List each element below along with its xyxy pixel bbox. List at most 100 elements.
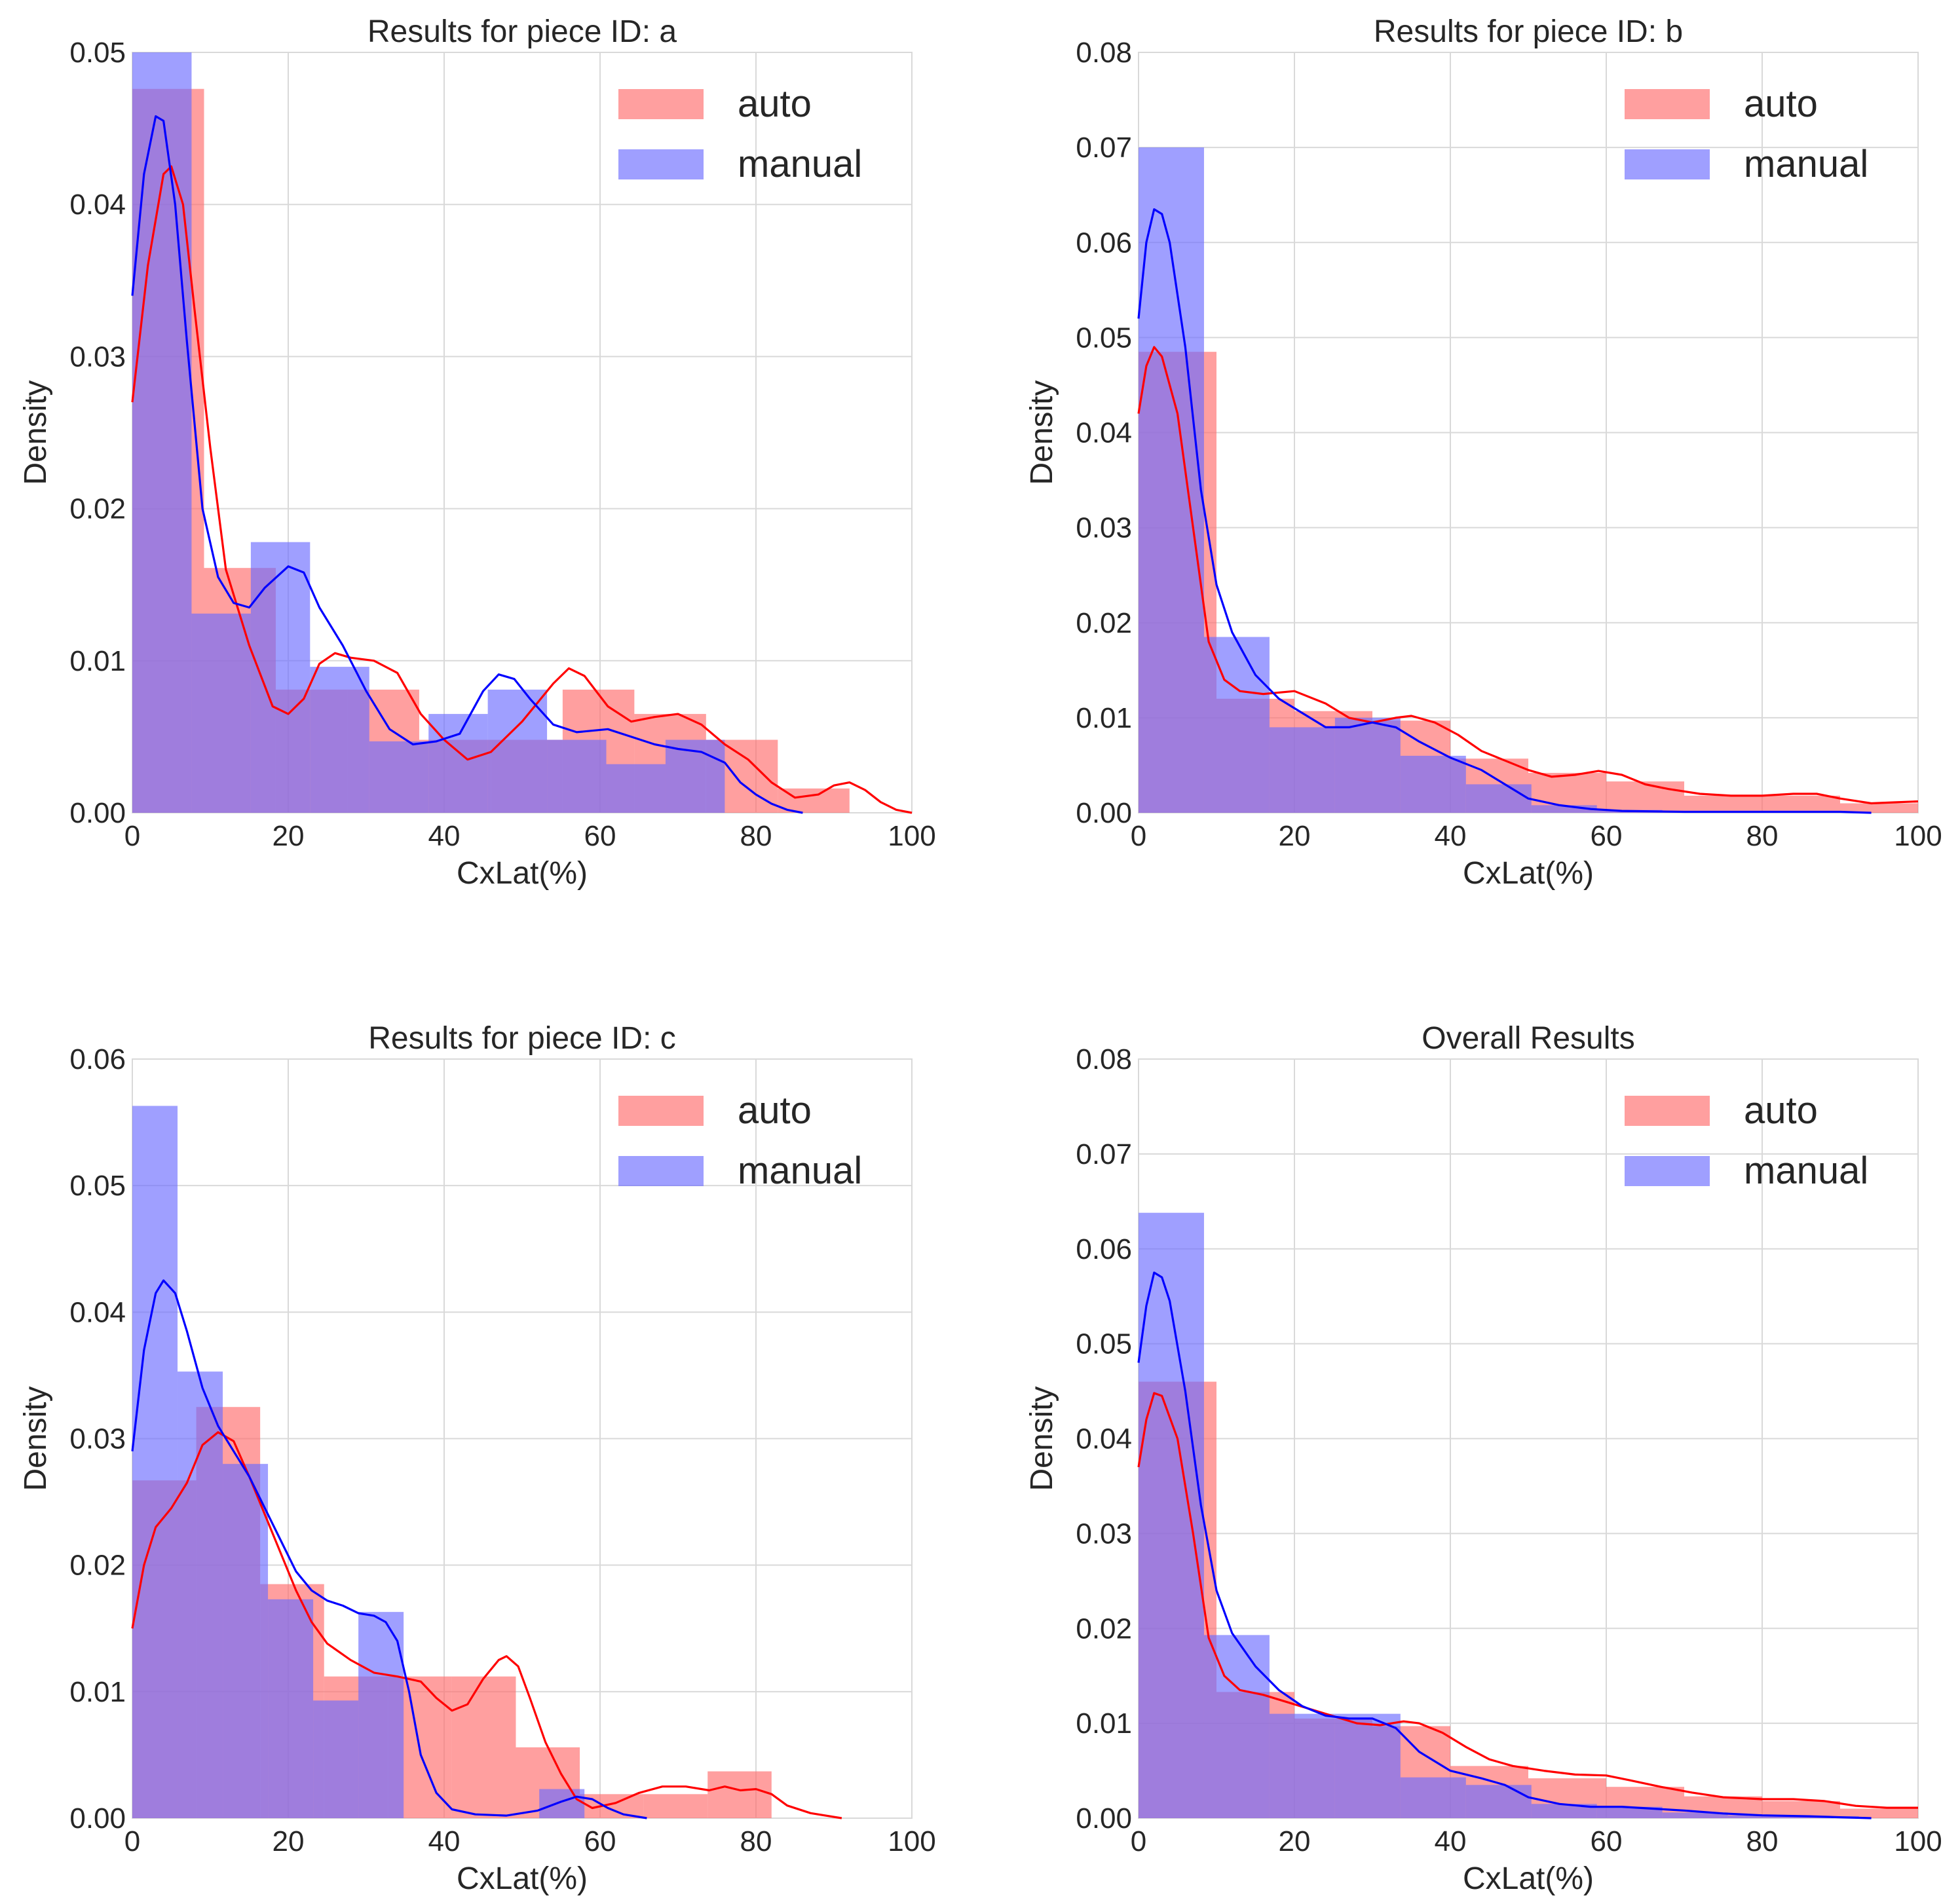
panel-overall-manual-bar	[1269, 1713, 1335, 1818]
panel-b-manual-bar	[1269, 727, 1335, 813]
panel-b-legend-swatch-auto	[1625, 89, 1710, 119]
panel-overall-legend-swatch-auto	[1625, 1096, 1710, 1126]
panel-c-manual-bar	[313, 1700, 359, 1818]
panel-c-auto-bar	[643, 1794, 708, 1818]
panel-c-manual-bar	[223, 1464, 269, 1818]
panel-b-x-tick-label: 100	[1894, 820, 1942, 852]
panel-c-manual-kde-line	[131, 1279, 647, 1819]
panel-a-manual-bar	[487, 689, 548, 813]
panel-overall-y-tick-label: 0.02	[1076, 1613, 1132, 1645]
panel-a-x-tick-label: 20	[273, 820, 305, 852]
panel-b-auto-bar	[1840, 803, 1918, 813]
panel-overall-x-tick-label: 40	[1435, 1825, 1467, 1857]
panel-overall-y-tick-label: 0.03	[1076, 1518, 1132, 1550]
panel-overall-x-tick-label: 100	[1894, 1825, 1942, 1857]
panel-a-manual-bar	[606, 764, 666, 813]
panel-c-y-tick-label: 0.02	[69, 1550, 126, 1582]
panel-c-manual-bar	[539, 1789, 585, 1818]
panel-overall-legend: auto manual	[1625, 1089, 1868, 1192]
panel-b-legend-swatch-manual	[1625, 149, 1710, 179]
panel-b-legend-label-auto: auto	[1744, 83, 1818, 125]
panel-c-x-tick-label: 100	[888, 1825, 935, 1857]
panel-a-manual-bar	[369, 741, 429, 813]
panel-b-y-tick-label: 0.07	[1076, 132, 1132, 164]
panel-a-manual-bar	[310, 667, 369, 813]
panel-b-manual-bar	[1334, 717, 1401, 813]
panel-overall-y-tick-label: 0.06	[1076, 1233, 1132, 1265]
panel-c: 0 20 40 60 80 100 0.00 0.01 0.02 0.03 0.04 0.05 0.06…	[18, 1021, 936, 1896]
panel-c-legend: auto manual	[618, 1089, 862, 1192]
panel-a-legend-swatch-manual	[618, 149, 704, 179]
panel-overall-x-tick-label: 60	[1591, 1825, 1623, 1857]
panel-c-x-tick-label: 0	[124, 1825, 140, 1857]
panel-overall-auto-kde-line	[1137, 1392, 1918, 1809]
panel-a-y-tick-label: 0.00	[69, 797, 126, 829]
panel-b-x-tick-label: 0	[1131, 820, 1146, 852]
panel-a: 0 20 40 60 80 100 0.00 0.01 0.02 0.03 0.04 0.05 Resu…	[18, 14, 936, 891]
panel-b-auto-kde-line	[1137, 346, 1919, 805]
panel-a-y-tick-label: 0.01	[69, 645, 126, 677]
panel-b-x-tick-label: 60	[1591, 820, 1623, 852]
panel-c-legend-swatch-manual	[618, 1156, 704, 1186]
panel-a-manual-kde-line	[131, 115, 803, 814]
panel-overall-manual-bar	[1531, 1804, 1597, 1818]
panel-overall-title: Overall Results	[1422, 1021, 1634, 1056]
panel-a-manual-bar	[428, 714, 488, 813]
panel-b-auto-bar	[1606, 781, 1684, 813]
panel-a-y-tick-label: 0.03	[69, 341, 126, 373]
panel-c-title: Results for piece ID: c	[368, 1021, 676, 1056]
panel-b-x-tick-label: 80	[1746, 820, 1779, 852]
panel-c-auto-bar	[707, 1771, 772, 1818]
panel-a-y-tick-label: 0.05	[69, 37, 126, 69]
panel-overall-x-tick-label: 0	[1131, 1825, 1146, 1857]
panel-overall-auto-bar	[1840, 1808, 1918, 1818]
panel-b-legend-label-manual: manual	[1744, 143, 1868, 185]
panel-a-legend-swatch-auto	[618, 89, 704, 119]
panel-a-y-axis-label: Density	[18, 380, 53, 485]
panel-a-x-tick-label: 100	[888, 820, 935, 852]
panel-a-y-tick-label: 0.02	[69, 493, 126, 525]
panel-c-y-tick-label: 0.03	[69, 1423, 126, 1455]
panel-b-y-tick-label: 0.04	[1076, 417, 1132, 449]
panel-overall-x-tick-label: 20	[1279, 1825, 1311, 1857]
panel-overall-y-tick-label: 0.04	[1076, 1423, 1132, 1455]
panel-a-y-tick-label: 0.04	[69, 189, 126, 221]
panel-b-y-tick-label: 0.06	[1076, 227, 1132, 259]
panel-overall-y-axis-label: Density	[1025, 1386, 1059, 1491]
panel-a-x-tick-label: 0	[124, 820, 140, 852]
panel-b-y-axis-label: Density	[1025, 380, 1059, 485]
panel-a-x-tick-label: 40	[428, 820, 461, 852]
panel-a-manual-bar	[547, 739, 607, 813]
panel-overall-legend-swatch-manual	[1625, 1156, 1710, 1186]
panel-b-x-axis-label: CxLat(%)	[1463, 856, 1594, 891]
panel-b-manual-bar	[1465, 784, 1532, 813]
panel-c-x-tick-label: 80	[740, 1825, 772, 1857]
panel-c-legend-label-auto: auto	[738, 1089, 812, 1132]
panel-overall-manual-bar	[1465, 1785, 1532, 1818]
panel-overall-x-tick-label: 80	[1746, 1825, 1779, 1857]
panel-b-manual-kde-line	[1137, 208, 1872, 814]
panel-a-auto-kde-line	[131, 165, 913, 814]
panel-b-y-tick-label: 0.03	[1076, 512, 1132, 544]
panel-b: 0 20 40 60 80 100 0.00 0.01 0.02 0.03 0.04 0.05 0.06…	[1025, 14, 1942, 891]
panel-overall-manual-bar	[1662, 1812, 1728, 1818]
panel-b-y-tick-label: 0.08	[1076, 37, 1132, 69]
panel-overall-manual-bar	[1334, 1713, 1401, 1818]
panel-overall-legend-label-manual: manual	[1744, 1149, 1868, 1192]
panel-c-auto-bar	[451, 1676, 516, 1818]
panel-a-auto-bar	[778, 788, 850, 813]
panel-overall-legend-label-auto: auto	[1744, 1089, 1818, 1132]
panel-c-y-tick-label: 0.00	[69, 1802, 126, 1835]
panel-overall-manual-bar	[1400, 1777, 1466, 1818]
panel-a-manual-bar	[191, 613, 251, 813]
panel-overall-y-tick-label: 0.05	[1076, 1328, 1132, 1360]
panel-overall-x-axis-label: CxLat(%)	[1463, 1861, 1594, 1896]
panel-a-x-axis-label: CxLat(%)	[457, 856, 588, 891]
panel-c-y-tick-label: 0.04	[69, 1296, 126, 1328]
panel-c-x-tick-label: 20	[273, 1825, 305, 1857]
panel-b-manual-bar	[1203, 637, 1270, 813]
panel-overall-manual-bar	[1727, 1815, 1794, 1818]
panel-a-x-tick-label: 60	[584, 820, 616, 852]
panel-c-x-tick-label: 40	[428, 1825, 461, 1857]
